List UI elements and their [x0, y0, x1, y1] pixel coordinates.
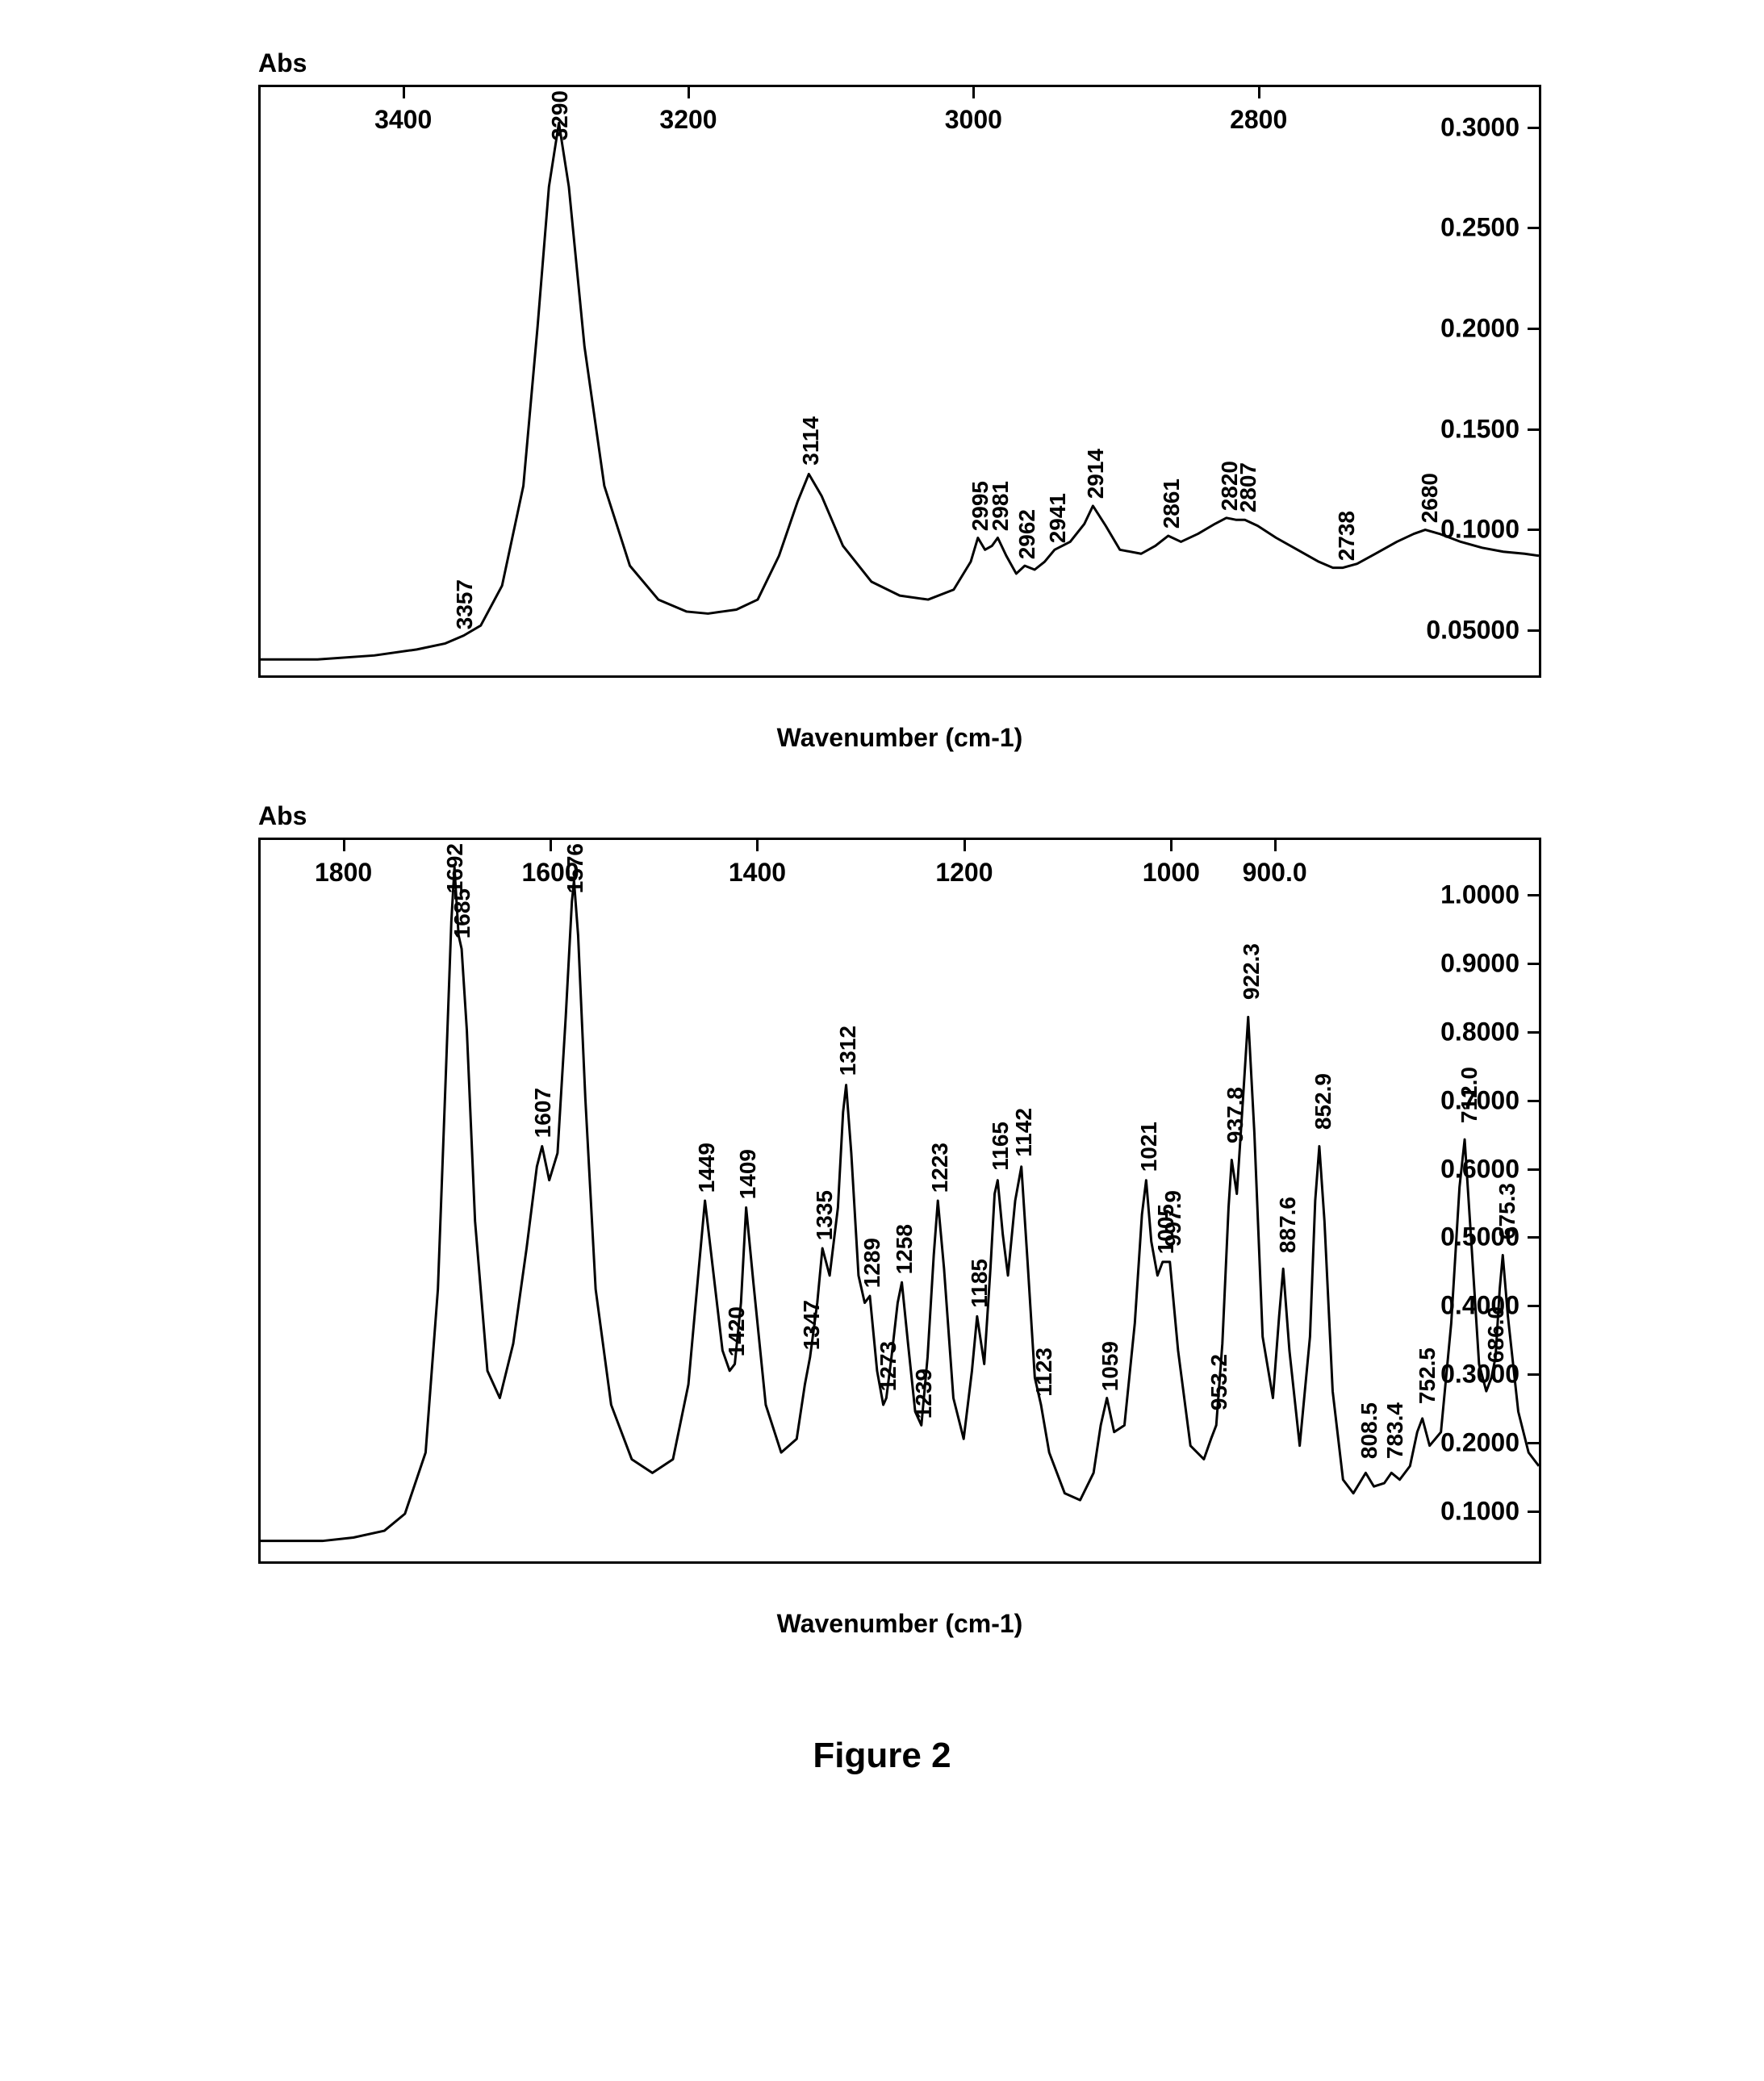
x-tick: [403, 87, 405, 98]
x-label-top: Wavenumber (cm-1): [258, 723, 1541, 753]
x-tick: [1170, 840, 1173, 851]
y-tick: [1528, 1168, 1539, 1171]
y-tick: [1528, 1305, 1539, 1307]
y-tick: [1528, 1373, 1539, 1376]
y-tick: [1528, 1236, 1539, 1239]
x-tick: [972, 87, 975, 98]
x-tick-label: 1800: [315, 858, 372, 888]
figure-wrap: Abs 0.05000 0.1000 0.1500 0.2000 0.2500 0.300…: [48, 48, 1716, 1776]
chart-bottom: Abs 0.1000 0.2000 0.3000 0.4000 0.5000 0.6000…: [48, 801, 1716, 1639]
y-tick-label: 0.6000: [1440, 1154, 1519, 1184]
y-tick-label: 0.4000: [1440, 1291, 1519, 1321]
x-tick-label: 1000: [1143, 858, 1200, 888]
y-tick-label: 1.0000: [1440, 880, 1519, 909]
y-tick-label: 0.1000: [1440, 515, 1519, 545]
spectrum-path: [261, 123, 1539, 659]
y-label-bottom: Abs: [258, 801, 1716, 831]
y-tick: [1528, 1031, 1539, 1034]
y-tick: [1528, 428, 1539, 431]
y-tick: [1528, 529, 1539, 531]
x-tick-label: 1400: [729, 858, 786, 888]
x-tick: [343, 840, 345, 851]
x-tick: [1274, 840, 1277, 851]
y-tick: [1528, 1511, 1539, 1513]
x-label-bottom: Wavenumber (cm-1): [258, 1609, 1541, 1639]
x-tick-label: 2800: [1230, 105, 1287, 135]
y-tick: [1528, 328, 1539, 330]
x-tick-label: 3000: [945, 105, 1002, 135]
y-tick-label: 0.9000: [1440, 948, 1519, 978]
y-tick-label: 0.2500: [1440, 213, 1519, 243]
x-tick-label: 1600: [521, 858, 579, 888]
y-tick-label: 0.1500: [1440, 414, 1519, 444]
y-tick-label: 0.7000: [1440, 1085, 1519, 1115]
y-tick: [1528, 1100, 1539, 1102]
plot-area-bottom: 0.1000 0.2000 0.3000 0.4000 0.5000 0.6000 0.70…: [258, 838, 1541, 1564]
x-tick-label: 1200: [935, 858, 993, 888]
x-tick-label: 3400: [374, 105, 432, 135]
x-tick: [1258, 87, 1260, 98]
x-tick: [756, 840, 759, 851]
x-tick-label: 3200: [659, 105, 717, 135]
y-tick-label: 0.3000: [1440, 112, 1519, 142]
spectrum-line-top: [261, 87, 1539, 675]
y-tick-label: 0.5000: [1440, 1222, 1519, 1252]
x-tick-label: 900.0: [1243, 858, 1307, 888]
y-tick: [1528, 963, 1539, 965]
spectrum-line-bottom: [261, 840, 1539, 1561]
y-tick: [1528, 894, 1539, 896]
figure-caption: Figure 2: [48, 1736, 1716, 1776]
x-tick: [688, 87, 690, 98]
x-tick: [550, 840, 552, 851]
y-tick-label: 0.2000: [1440, 1428, 1519, 1458]
x-tick: [964, 840, 966, 851]
y-tick: [1528, 629, 1539, 632]
y-tick: [1528, 227, 1539, 229]
y-tick-label: 0.2000: [1440, 313, 1519, 343]
y-label-top: Abs: [258, 48, 1716, 78]
y-tick-label: 0.8000: [1440, 1017, 1519, 1047]
y-tick: [1528, 127, 1539, 129]
y-tick-label: 0.3000: [1440, 1360, 1519, 1389]
y-tick-label: 0.05000: [1426, 615, 1519, 645]
y-tick-label: 0.1000: [1440, 1497, 1519, 1527]
plot-area-top: 0.05000 0.1000 0.1500 0.2000 0.2500 0.3000 340…: [258, 85, 1541, 678]
chart-top: Abs 0.05000 0.1000 0.1500 0.2000 0.2500 0.300…: [48, 48, 1716, 753]
spectrum-path: [261, 867, 1539, 1541]
y-tick: [1528, 1442, 1539, 1444]
